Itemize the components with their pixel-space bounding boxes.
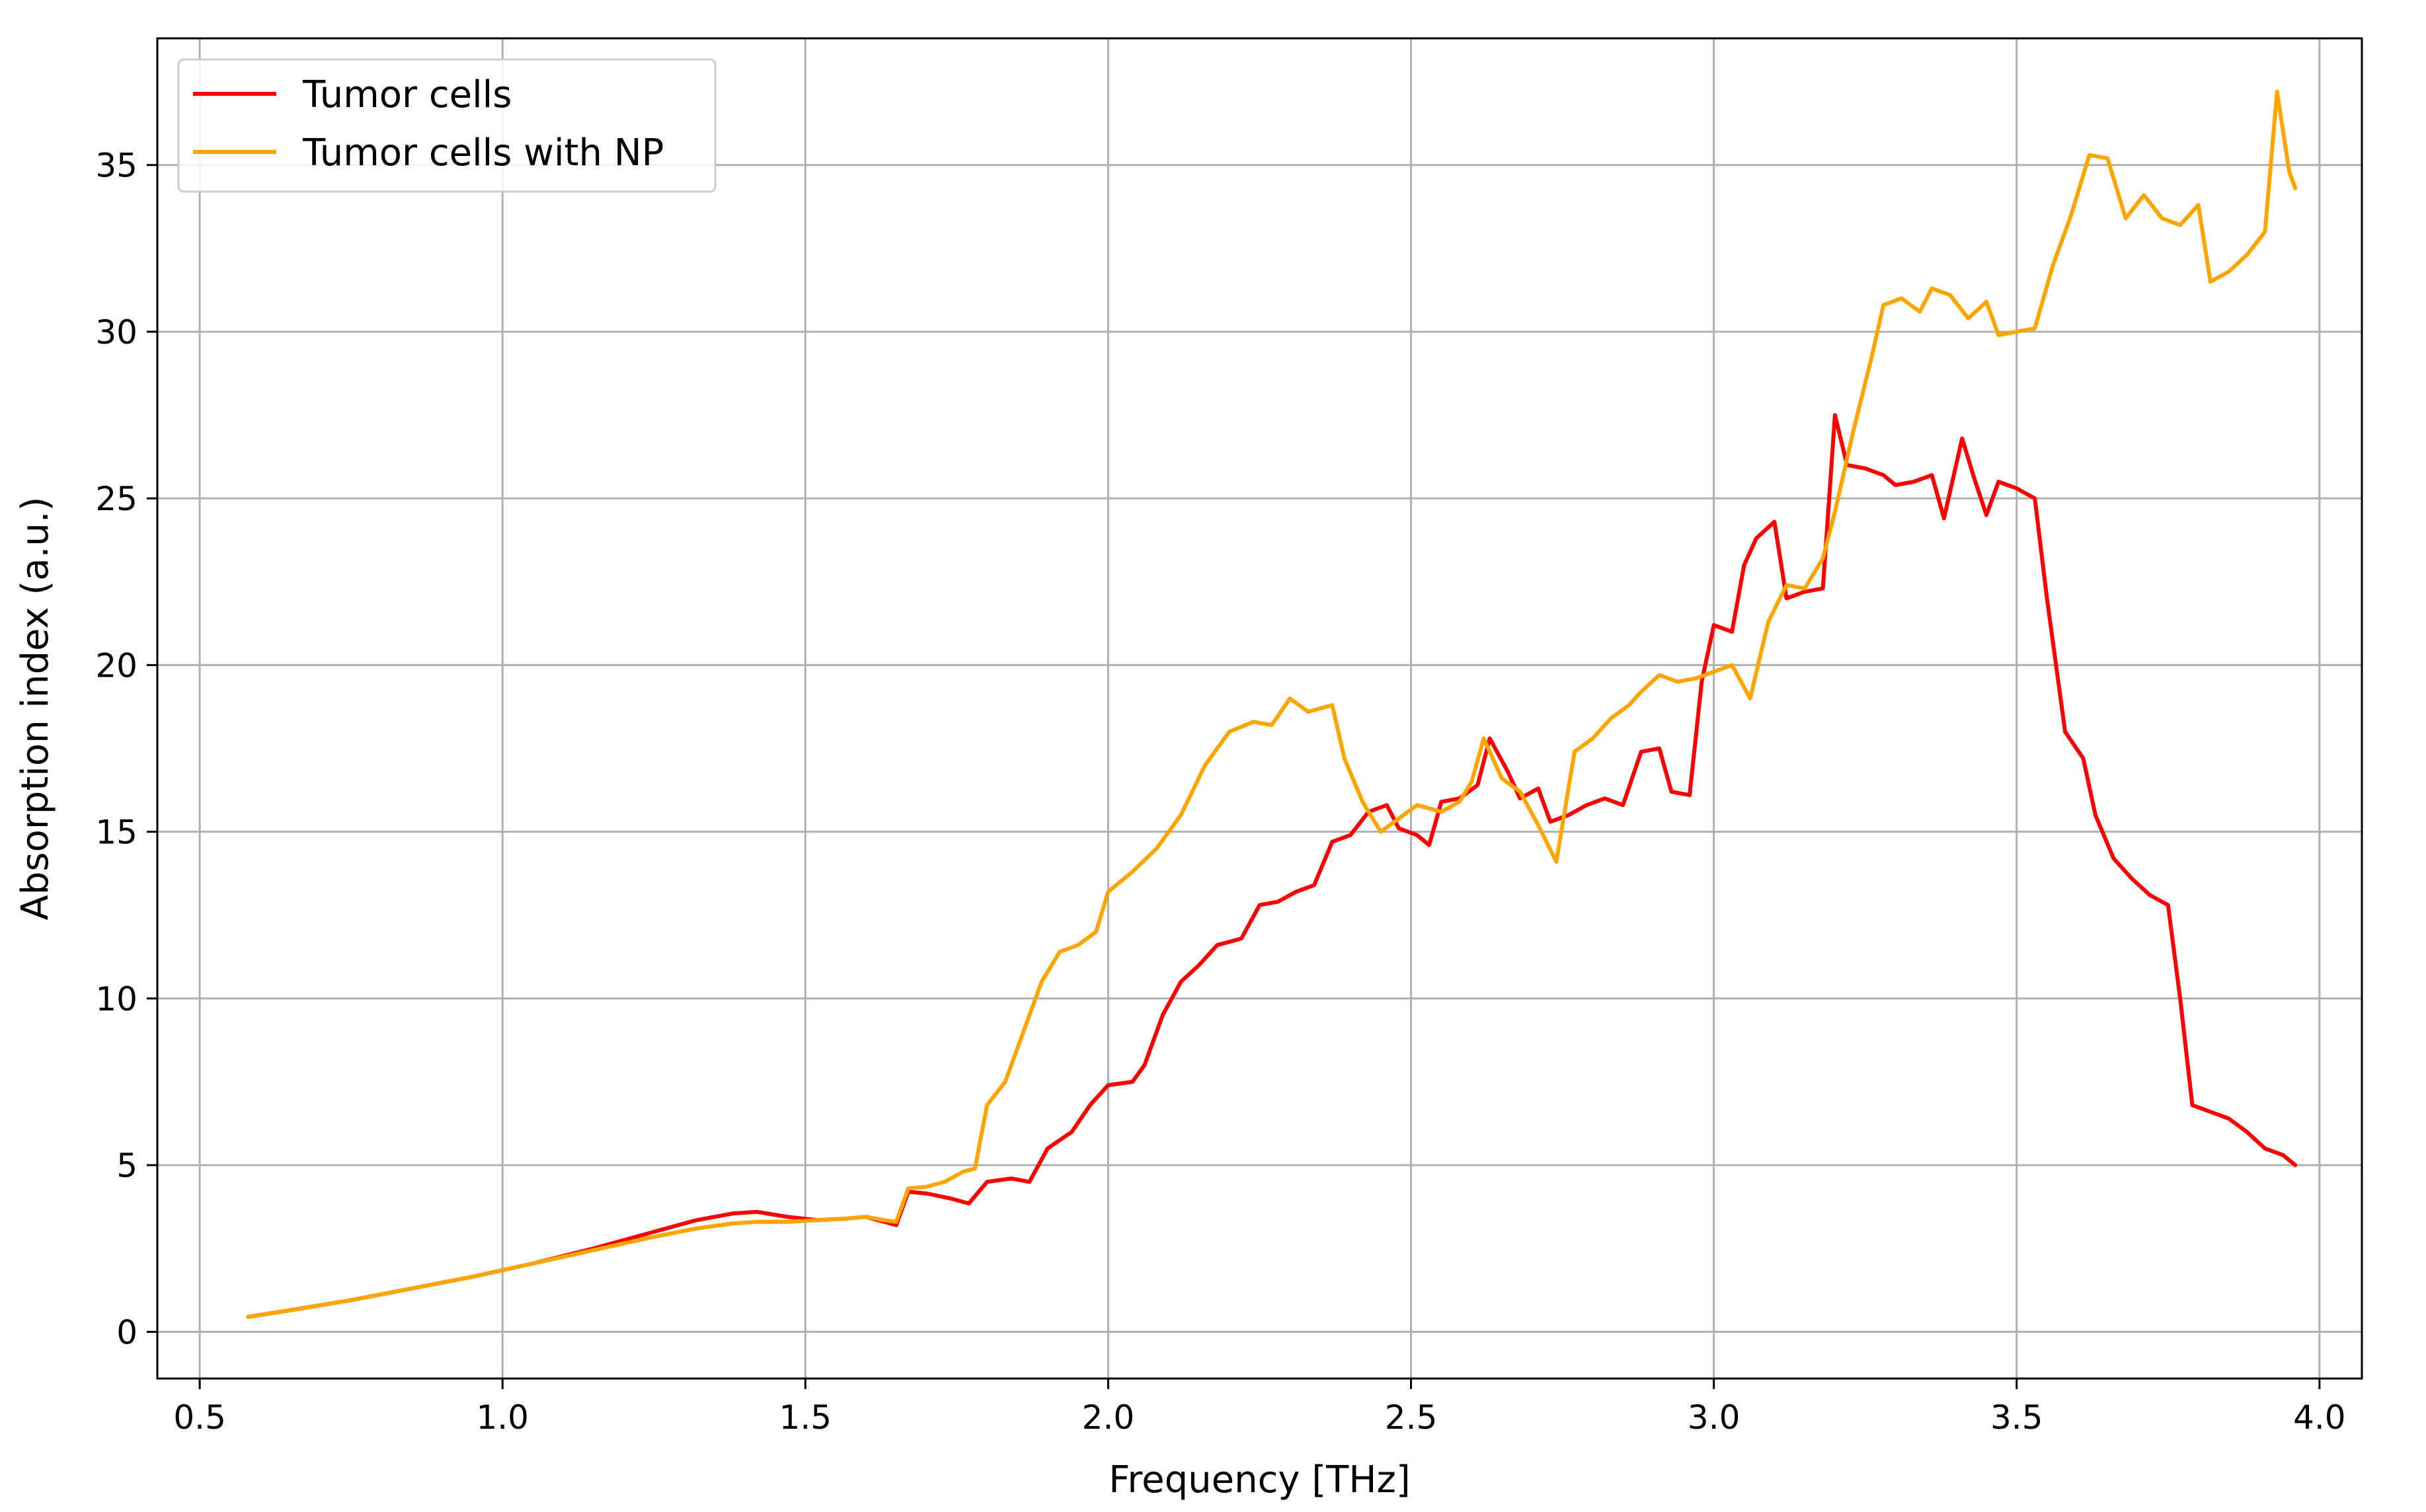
- plot-frame: [156, 37, 2363, 1380]
- y-tick-label: 25: [95, 480, 137, 518]
- x-tick-label: 3.0: [1688, 1398, 1741, 1437]
- legend-box: [177, 58, 717, 193]
- x-tick-label: 3.5: [1990, 1398, 2043, 1437]
- legend: Tumor cells Tumor cells with NP: [177, 58, 717, 193]
- legend-label-tumor-cells: Tumor cells: [302, 73, 512, 116]
- grid: [157, 38, 2362, 1379]
- ticks: 0.5 1.0 1.5 2.0 2.5 3.0 3.5 4.0 0 5 10 15 20 25 30 35: [95, 147, 2345, 1437]
- y-axis-label: Absorption index (a.u.): [14, 496, 57, 920]
- y-tick-label: 30: [95, 313, 137, 352]
- x-tick-label: 0.5: [173, 1398, 226, 1437]
- x-tick-label: 2.5: [1385, 1398, 1438, 1437]
- y-tick-label: 20: [95, 646, 137, 685]
- y-tick-label: 10: [95, 980, 137, 1018]
- x-tick-label: 2.0: [1082, 1398, 1135, 1437]
- y-tick-label: 35: [95, 147, 137, 185]
- x-axis-label: Frequency [THz]: [1109, 1458, 1411, 1501]
- series-line-tumor-cells-with-np: [246, 89, 2298, 1319]
- y-tick-label: 5: [116, 1147, 137, 1185]
- legend-label-tumor-cells-with-np: Tumor cells with NP: [302, 132, 664, 174]
- series-line-tumor-cells: [246, 413, 2298, 1319]
- x-tick-label: 4.0: [2293, 1398, 2346, 1437]
- y-tick-label: 0: [116, 1313, 137, 1351]
- y-tick-label: 15: [95, 813, 137, 852]
- x-tick-label: 1.0: [476, 1398, 529, 1437]
- x-tick-label: 1.5: [779, 1398, 832, 1437]
- series-layer: [246, 89, 2298, 1319]
